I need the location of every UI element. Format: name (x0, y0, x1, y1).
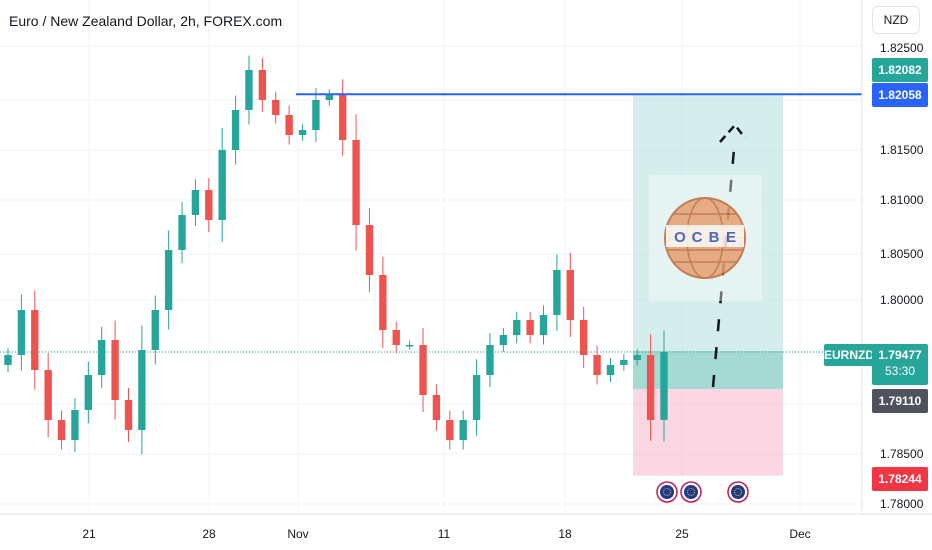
watermark-letter: B (709, 229, 720, 246)
price-tick-label: 1.81500 (880, 143, 924, 157)
time-tick-label: Nov (287, 527, 308, 541)
candle-body (258, 70, 267, 100)
candle-body (539, 315, 548, 335)
price-tick-label: 1.78000 (880, 497, 924, 511)
candle-body (151, 310, 159, 350)
candle-body (272, 100, 280, 115)
candle-body (620, 360, 628, 365)
candle-body (392, 330, 400, 345)
candle-body (593, 355, 601, 375)
economic-event-stars-icon (663, 488, 671, 496)
economic-event-stars-icon (734, 488, 742, 496)
target-line-price-label: 1.82058 (872, 83, 928, 107)
candle-body (379, 275, 387, 330)
watermark-letter: C (692, 229, 703, 246)
candle-body (178, 215, 186, 250)
candle-body (231, 110, 240, 150)
economic-event-flag-icon (660, 485, 674, 499)
candle-body (513, 320, 521, 335)
candle-body (553, 270, 561, 315)
candle-body (339, 95, 347, 140)
watermark-band (666, 225, 744, 247)
bar-countdown: 53:30 (884, 364, 916, 378)
candle-body (164, 250, 173, 310)
candle-body (566, 270, 574, 320)
candle-body (218, 150, 226, 220)
stop-price-label: 1.78244 (872, 467, 928, 491)
buy-line-price-label: 1.82082 (872, 58, 928, 82)
current-price-value: 1.79477 (878, 348, 922, 362)
candle-body (499, 335, 508, 345)
candle-body (111, 340, 119, 400)
chart-title: Euro / New Zealand Dollar, 2h, FOREX.com (9, 13, 283, 29)
candle-body (298, 130, 307, 135)
time-tick-label: 11 (438, 527, 451, 541)
candle-body (365, 225, 374, 275)
price-axis[interactable]: 1.82500 1.81500 1.81000 1.80500 1.80000 1.785… (861, 0, 924, 514)
candle-body (31, 310, 39, 370)
candle-body (84, 375, 93, 410)
candle-body (459, 420, 467, 440)
filled-profit-zone (633, 351, 783, 389)
economic-event-flag-icon (684, 485, 698, 499)
time-axis[interactable]: 21 28 Nov 11 18 25 Dec (0, 513, 932, 541)
time-tick-label: 21 (82, 527, 96, 541)
price-tick-label: 1.82500 (880, 41, 924, 55)
candle-body (352, 140, 360, 225)
time-tick-label: Dec (789, 527, 810, 541)
time-tick-label: 25 (675, 527, 689, 541)
candle-body (4, 355, 12, 365)
candle-body (191, 190, 200, 215)
candle-body (138, 350, 146, 430)
candle-body (245, 70, 253, 110)
candle-body (432, 395, 441, 420)
candle-body (124, 400, 133, 430)
price-tick-label: 1.78500 (880, 447, 924, 461)
candle-body (405, 345, 414, 347)
candlestick-series (4, 55, 668, 455)
candle-body (446, 420, 454, 440)
current-price-label: 1.79477 53:30 (872, 344, 928, 385)
projection-arrowhead (719, 123, 746, 143)
candle-body (17, 310, 26, 355)
price-tick-label: 1.81000 (880, 193, 924, 207)
candle-body (285, 115, 293, 135)
economic-event-flag-icon (731, 485, 745, 499)
time-tick-label: 28 (202, 527, 216, 541)
candle-body (646, 355, 655, 420)
candle-body (486, 345, 494, 375)
price-tick-label: 1.80500 (880, 247, 924, 261)
candle-body (205, 190, 213, 220)
candle-body (472, 375, 481, 420)
symbol-label: EURNZD (824, 344, 874, 366)
chart-grid (0, 0, 862, 514)
economic-event-stars-icon (687, 488, 695, 496)
candle-body (312, 100, 320, 130)
currency-button[interactable]: NZD (872, 6, 920, 34)
candle-body (325, 95, 333, 100)
price-tick-label: 1.80000 (880, 293, 924, 307)
candle-body (606, 365, 615, 375)
candle-body (98, 340, 106, 375)
candle-body (660, 352, 668, 420)
position-zones[interactable] (633, 94, 783, 476)
loss-zone (633, 389, 783, 476)
watermark-letter: O (674, 229, 686, 246)
watermark-letter: E (726, 229, 736, 246)
time-tick-label: 18 (558, 527, 572, 541)
candle-body (579, 320, 588, 355)
candle-body (71, 410, 79, 440)
candle-body (633, 355, 641, 360)
candle-body (44, 370, 52, 420)
candle-body (57, 420, 66, 440)
candle-body (526, 320, 534, 335)
entry-price-label: 1.79110 (872, 389, 928, 413)
candle-body (419, 345, 427, 395)
